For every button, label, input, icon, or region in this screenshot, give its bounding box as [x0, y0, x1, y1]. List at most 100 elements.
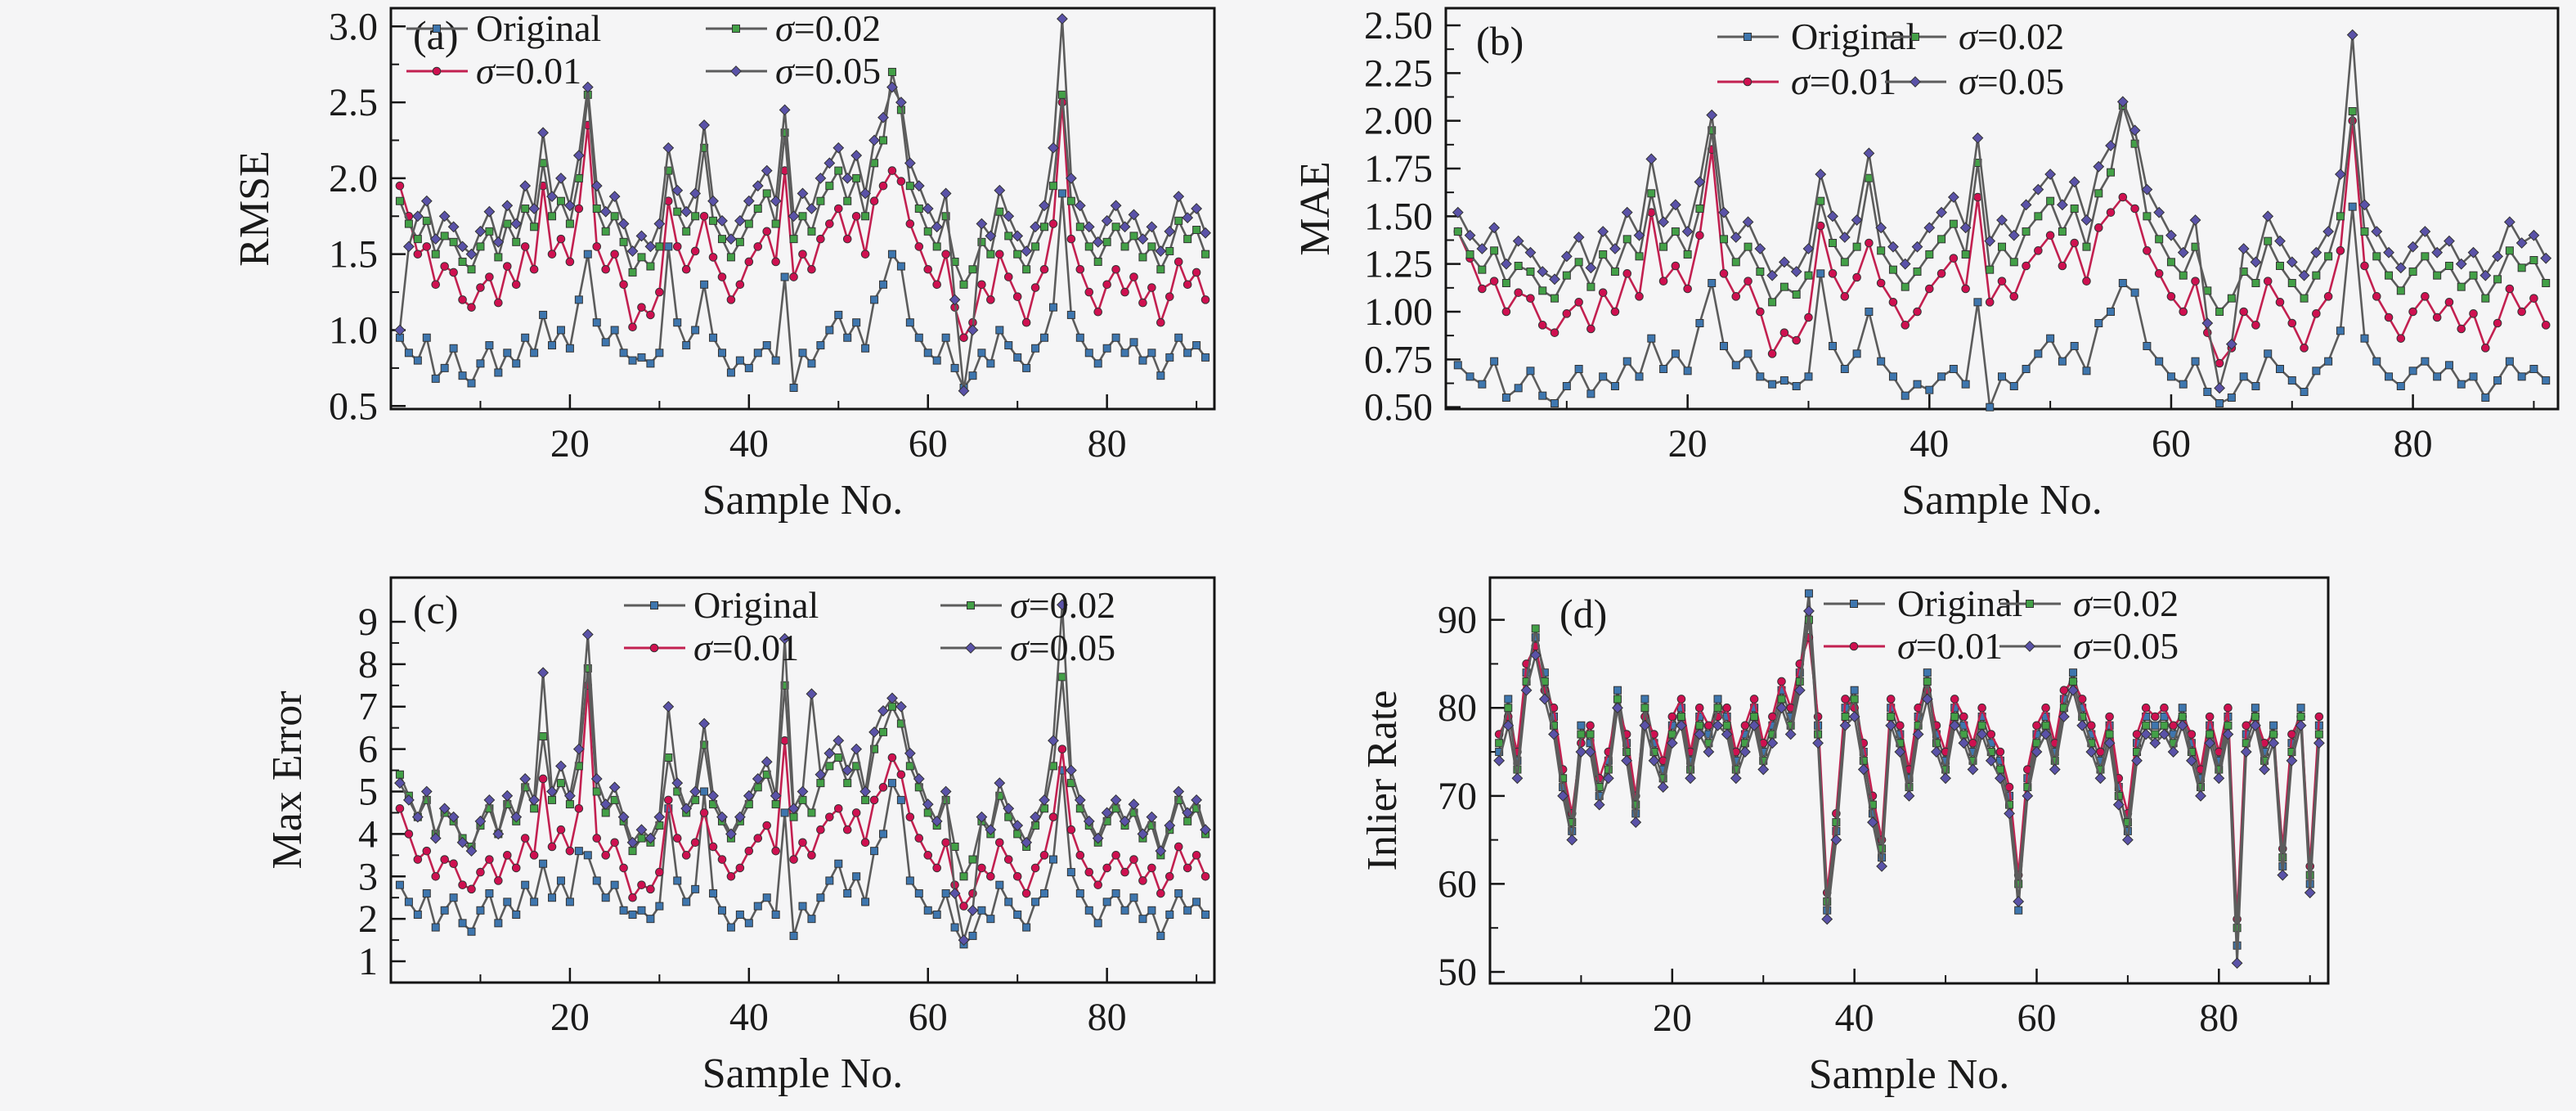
- legend-label-s002: σ=0.02: [2073, 582, 2179, 624]
- y-axis-label: Max Error: [264, 690, 311, 869]
- legend-label-s002: σ=0.02: [1010, 584, 1115, 626]
- panel-d-axes: 50 60 70 80 90 20 40 60 80 Inlier Rate Sample No. (…: [1359, 576, 2330, 1098]
- x-tick-label: 20: [550, 996, 590, 1039]
- panel-b-series-s005: [1452, 29, 2552, 394]
- y-tick-label: 1.25: [1364, 243, 1433, 286]
- panel-inlier-rate-chart: 50 60 70 80 90 20 40 60 80 Inlier Rate Sample No. (…: [1359, 576, 2330, 1098]
- y-tick-label: 6: [358, 728, 378, 771]
- x-axis-label: Sample No.: [702, 1050, 904, 1097]
- panel-a-series-s005: [394, 13, 1211, 397]
- panel-a-series-s001: [395, 97, 1210, 343]
- x-tick-label: 20: [1668, 422, 1708, 466]
- panel-annotation: (c): [413, 587, 459, 632]
- legend-label-s005: σ=0.05: [1010, 627, 1115, 668]
- legend-label-s001: σ=0.01: [1791, 61, 1896, 102]
- y-tick-label: 0.75: [1364, 338, 1433, 381]
- y-tick-label: 2.0: [329, 157, 378, 200]
- y-tick-label: 3: [358, 855, 378, 898]
- y-tick-label: 1.75: [1364, 147, 1433, 191]
- x-tick-label: 80: [2199, 996, 2238, 1040]
- panel-a-series-original: [395, 189, 1210, 393]
- y-axis-label: Inlier Rate: [1359, 690, 1406, 871]
- legend-label-s001: σ=0.01: [1897, 625, 2003, 667]
- panel-c-series-original: [395, 766, 1210, 949]
- panel-inlier-rate: 50 60 70 80 90 20 40 60 80 Inlier Rate Sample No. (…: [1288, 556, 2576, 1111]
- panel-b-series-s002: [1453, 101, 2551, 316]
- legend-label-original: Original: [693, 584, 819, 626]
- x-tick-label: 60: [2152, 422, 2191, 466]
- y-tick-label: 90: [1438, 599, 1477, 642]
- y-tick-label: 5: [358, 771, 378, 814]
- y-tick-label: 9: [358, 600, 378, 644]
- y-tick-label: 2.50: [1364, 4, 1433, 47]
- panel-annotation: (a): [413, 12, 459, 58]
- panel-a-axes: 0.5 1.0 1.5 2.0 2.5 3.0 20 40 60 80 RMSE Sample No.…: [231, 5, 1216, 524]
- x-tick-label: 80: [1088, 996, 1127, 1039]
- x-tick-label: 60: [909, 996, 948, 1039]
- y-tick-label: 8: [358, 643, 378, 686]
- y-tick-label: 1.50: [1364, 195, 1433, 238]
- y-tick-label: 0.5: [329, 385, 378, 428]
- x-tick-label: 20: [550, 422, 590, 466]
- legend-label-s001: σ=0.01: [693, 627, 799, 668]
- y-tick-label: 60: [1438, 862, 1477, 906]
- panel-mae-chart: 0.50 0.751.001.25 1.501.752.00 2.25 2.50 20 40…: [1292, 4, 2560, 524]
- x-tick-label: 40: [729, 996, 769, 1039]
- panel-mae: 0.50 0.75 1.00 1.25 1.50 1.75 2.00 2.25 2.50 20 40…: [1288, 0, 2576, 556]
- y-tick-label: 1.00: [1364, 290, 1433, 334]
- y-tick-label: 0.50: [1364, 386, 1433, 430]
- y-tick-label: 4: [358, 812, 378, 856]
- legend-label-s005: σ=0.05: [2073, 625, 2179, 667]
- panel-c-series-s001: [395, 681, 1210, 911]
- y-tick-label: 3.0: [329, 5, 378, 48]
- x-tick-label: 60: [2017, 996, 2056, 1040]
- panel-d-series-s002: [1495, 615, 2323, 933]
- panel-b-axes: 0.50 0.751.001.25 1.501.752.00 2.25 2.50 20 40…: [1292, 4, 2560, 524]
- y-tick-label: 1.5: [329, 233, 378, 277]
- x-axis-label: Sample No.: [702, 477, 904, 524]
- y-tick-label: 2.00: [1364, 100, 1433, 143]
- y-tick-label: 2.25: [1364, 52, 1433, 95]
- y-tick-label: 7: [358, 686, 378, 729]
- legend-label-s005: σ=0.05: [1959, 61, 2064, 102]
- legend-label-original: Original: [476, 7, 601, 49]
- x-tick-label: 80: [1088, 422, 1127, 466]
- legend-label-s002: σ=0.02: [1959, 16, 2064, 57]
- x-tick-label: 20: [1653, 996, 1692, 1040]
- x-tick-label: 60: [909, 422, 948, 466]
- panel-c-series-s005: [394, 599, 1211, 947]
- y-axis-label: RMSE: [231, 151, 278, 267]
- panel-max-error: 1 2 3 4 5 6 7 8 9 20 40 60 80 Max Error Sample No. (c) O…: [0, 556, 1288, 1111]
- y-tick-label: 80: [1438, 686, 1477, 730]
- legend-label-s002: σ=0.02: [775, 7, 881, 49]
- x-axis-label: Sample No.: [1901, 477, 2103, 524]
- y-tick-label: 2.5: [329, 81, 378, 124]
- y-tick-label: 1.0: [329, 308, 378, 352]
- y-tick-label: 2: [358, 897, 378, 941]
- legend-label-s005: σ=0.05: [775, 50, 881, 92]
- panel-d-series-s005: [1493, 605, 2325, 969]
- panel-rmse: 0.5 1.0 1.5 2.0 2.5 3.0 20 40 60 80 RMSE Sample No.…: [0, 0, 1288, 556]
- x-tick-label: 80: [2394, 422, 2433, 466]
- y-tick-label: 1: [358, 940, 378, 983]
- panel-rmse-chart: 0.5 1.0 1.5 2.0 2.5 3.0 20 40 60 80 RMSE Sample No.…: [231, 5, 1216, 524]
- x-tick-label: 40: [1910, 422, 1949, 466]
- panel-a-series-s002: [395, 67, 1210, 289]
- legend-label-s001: σ=0.01: [476, 50, 581, 92]
- y-axis-label: MAE: [1292, 161, 1339, 256]
- panel-annotation: (b): [1476, 18, 1524, 64]
- panel-b-series-original: [1453, 202, 2551, 412]
- panel-b-series-s001: [1453, 116, 2551, 368]
- x-tick-label: 40: [729, 422, 769, 466]
- y-tick-label: 50: [1438, 951, 1477, 994]
- y-tick-label: 70: [1438, 775, 1477, 818]
- panel-c-series-s002: [395, 664, 1210, 881]
- panel-annotation: (d): [1560, 591, 1607, 636]
